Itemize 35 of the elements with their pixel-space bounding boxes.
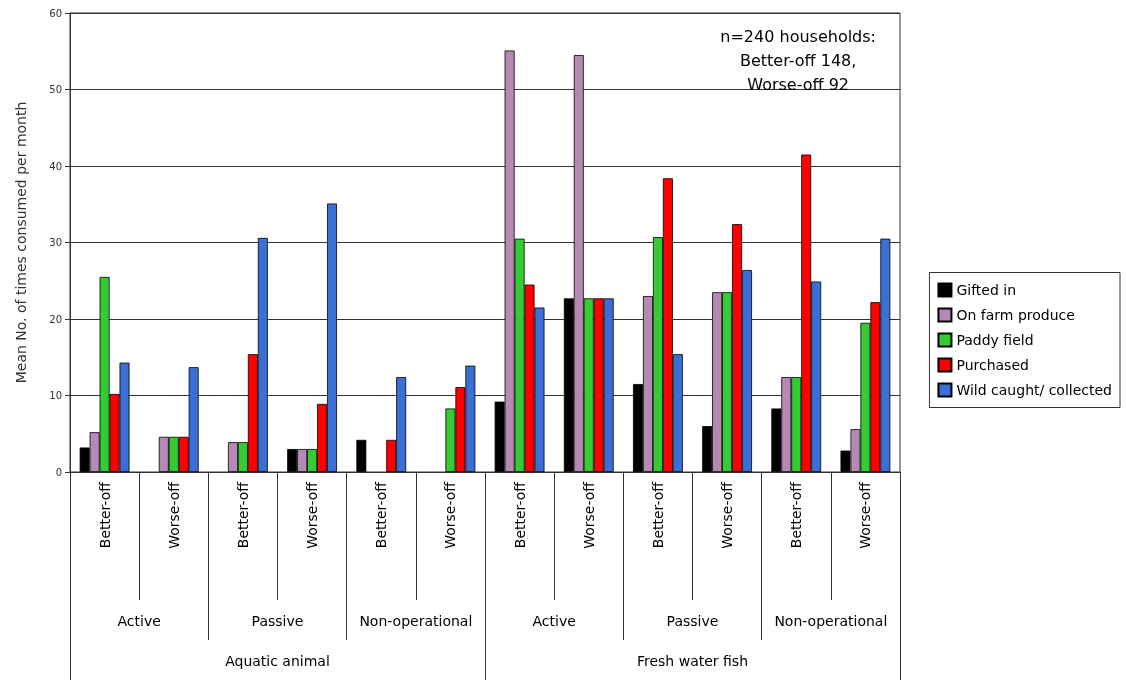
y-axis-title: Mean No. of times consumed per month bbox=[13, 101, 29, 384]
y-tick-label: 50 bbox=[49, 84, 62, 95]
text: Non-operational bbox=[774, 613, 888, 629]
y-tick-label: 40 bbox=[49, 160, 62, 172]
text: Active bbox=[532, 613, 576, 629]
y-tick-label: 10 bbox=[49, 390, 62, 401]
text: Active bbox=[117, 613, 161, 629]
y-tick-label: 30 bbox=[49, 237, 62, 248]
legend-label: On farm produce bbox=[956, 307, 1075, 323]
x-tick-label: Worse-off bbox=[165, 481, 182, 549]
x-tick-label: Worse-off bbox=[442, 481, 459, 549]
text: Aquatic animal bbox=[225, 653, 330, 669]
x-tick-label: Worse-off bbox=[580, 481, 597, 549]
text: Fresh water fish bbox=[636, 653, 749, 669]
text: Passive bbox=[666, 613, 719, 629]
x-tick-label: Better-off bbox=[511, 481, 528, 549]
x-tick-label: Better-off bbox=[234, 481, 251, 549]
annotation: n=240 households: Better-off 148, Worse-off 92 bbox=[720, 26, 876, 94]
x-tick-label: Better-off bbox=[96, 481, 113, 549]
x-tick-label: Better-off bbox=[649, 481, 666, 549]
legend-label: Gifted in bbox=[956, 282, 1017, 298]
x-tick-label: Better-off bbox=[373, 481, 390, 549]
y-tick-label: 20 bbox=[49, 313, 62, 325]
x-tick-label: Worse-off bbox=[719, 481, 736, 549]
x-tick-label: Worse-off bbox=[857, 481, 874, 549]
legend-label: Purchased bbox=[956, 357, 1029, 373]
y-tick-label: 60 bbox=[49, 7, 62, 19]
text: Passive bbox=[251, 613, 304, 629]
x-tick-label: Worse-off bbox=[304, 481, 321, 549]
bar bbox=[356, 439, 367, 472]
y-tick-label: 0 bbox=[55, 466, 62, 478]
legend-label: Wild caught/ collected bbox=[956, 382, 1112, 398]
x-tick-label: Better-off bbox=[788, 481, 805, 549]
legend-label: Paddy field bbox=[956, 332, 1034, 348]
text: Non-operational bbox=[359, 613, 473, 629]
